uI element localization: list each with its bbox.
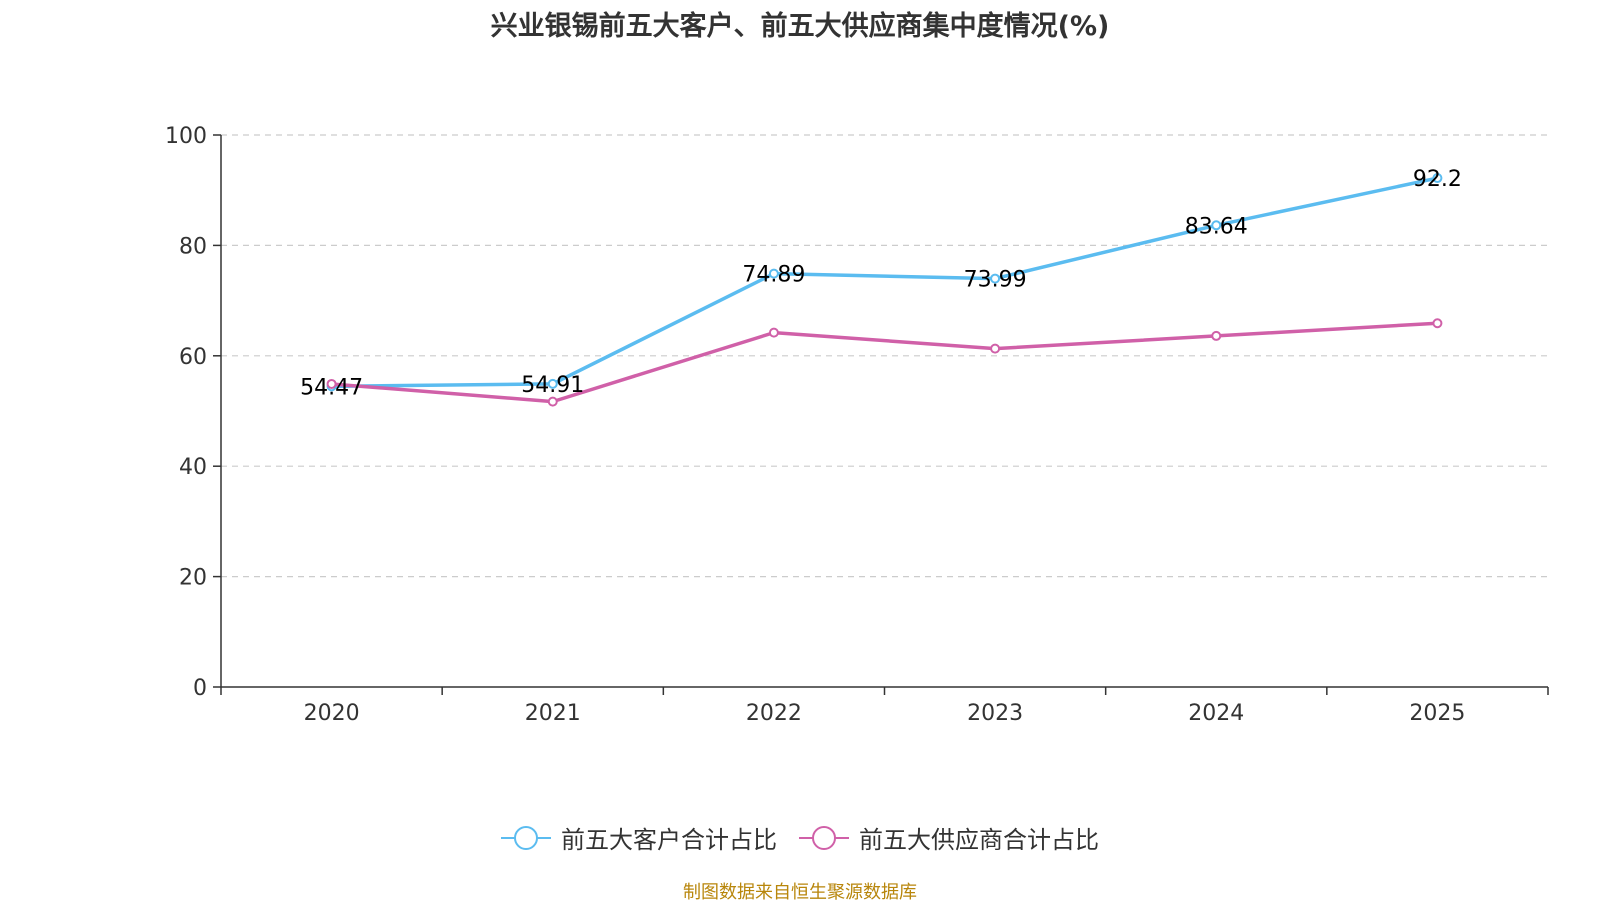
series-0-label-2025: 92.2 [1413, 167, 1462, 192]
legend-marker-customers [501, 825, 551, 851]
legend-marker-suppliers [799, 825, 849, 851]
series-0-label-2021: 54.91 [521, 373, 584, 398]
series-1-point-2025 [1432, 318, 1443, 329]
y-tick-label-20: 20 [179, 566, 207, 591]
series-0-point-2022 [768, 268, 779, 279]
series-line-0 [331, 176, 1438, 389]
x-tick-label-2021: 2021 [525, 701, 581, 726]
y-tick-label-80: 80 [179, 234, 207, 259]
legend-label-suppliers: 前五大供应商合计占比 [859, 826, 1099, 854]
x-tick-label-2020: 2020 [304, 701, 360, 726]
series-0-label-2024: 83.64 [1185, 214, 1248, 239]
x-tick-label-2022: 2022 [746, 701, 802, 726]
series-1-point-2024 [1211, 330, 1222, 341]
series-0-point-2023 [990, 273, 1001, 284]
series-0-point-2021 [547, 378, 558, 389]
y-tick-label-40: 40 [179, 455, 207, 480]
series-0-point-2024 [1211, 220, 1222, 231]
series-1-point-2023 [990, 343, 1001, 354]
series-0-point-2025 [1432, 173, 1443, 184]
series-0-label-2023: 73.99 [964, 268, 1027, 293]
legend: 前五大客户合计占比 前五大供应商合计占比 [0, 820, 1600, 855]
x-tick-label-2025: 2025 [1409, 701, 1465, 726]
series-1-point-2022 [768, 327, 779, 338]
series-1-point-2021 [547, 396, 558, 407]
legend-item-suppliers[interactable]: 前五大供应商合计占比 [799, 820, 1099, 855]
legend-item-customers[interactable]: 前五大客户合计占比 [501, 820, 777, 855]
y-tick-label-100: 100 [165, 124, 207, 149]
data-source-note: 制图数据来自恒生聚源数据库 [683, 882, 917, 903]
chart-title: 兴业银锡前五大客户、前五大供应商集中度情况(%) [490, 11, 1110, 42]
series-line-1 [331, 321, 1438, 404]
series-1-point-2020 [326, 378, 337, 389]
legend-label-customers: 前五大客户合计占比 [561, 826, 777, 854]
series-0-label-2022: 74.89 [742, 263, 805, 288]
x-tick-label-2024: 2024 [1188, 701, 1244, 726]
y-tick-label-60: 60 [179, 345, 207, 370]
series-0-label-2020: 54.47 [300, 375, 363, 400]
x-tick-label-2023: 2023 [967, 701, 1023, 726]
y-tick-label-0: 0 [193, 676, 207, 701]
